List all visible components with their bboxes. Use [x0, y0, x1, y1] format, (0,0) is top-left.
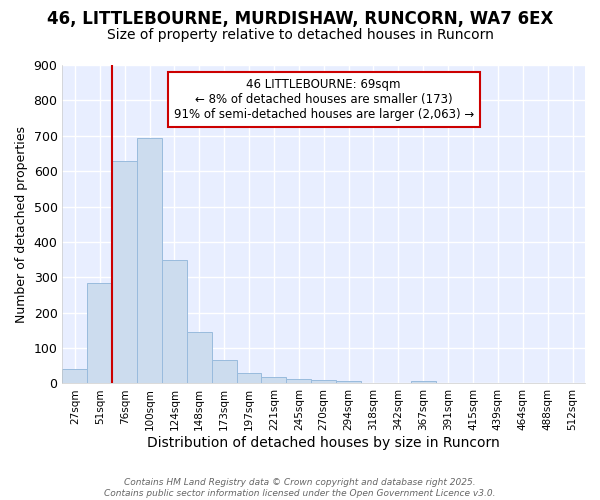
- Bar: [88, 284, 112, 384]
- Bar: [311, 380, 336, 384]
- X-axis label: Distribution of detached houses by size in Runcorn: Distribution of detached houses by size …: [148, 436, 500, 450]
- Text: Contains HM Land Registry data © Crown copyright and database right 2025.
Contai: Contains HM Land Registry data © Crown c…: [104, 478, 496, 498]
- Text: Size of property relative to detached houses in Runcorn: Size of property relative to detached ho…: [107, 28, 493, 42]
- Bar: [286, 379, 311, 384]
- Text: 46 LITTLEBOURNE: 69sqm
← 8% of detached houses are smaller (173)
91% of semi-det: 46 LITTLEBOURNE: 69sqm ← 8% of detached …: [173, 78, 474, 120]
- Bar: [411, 380, 436, 384]
- Bar: [162, 260, 187, 384]
- Bar: [62, 370, 88, 384]
- Bar: [187, 332, 212, 384]
- Y-axis label: Number of detached properties: Number of detached properties: [15, 126, 28, 322]
- Bar: [212, 360, 236, 384]
- Bar: [112, 160, 137, 384]
- Bar: [137, 138, 162, 384]
- Bar: [336, 380, 361, 384]
- Bar: [236, 373, 262, 384]
- Text: 46, LITTLEBOURNE, MURDISHAW, RUNCORN, WA7 6EX: 46, LITTLEBOURNE, MURDISHAW, RUNCORN, WA…: [47, 10, 553, 28]
- Bar: [262, 377, 286, 384]
